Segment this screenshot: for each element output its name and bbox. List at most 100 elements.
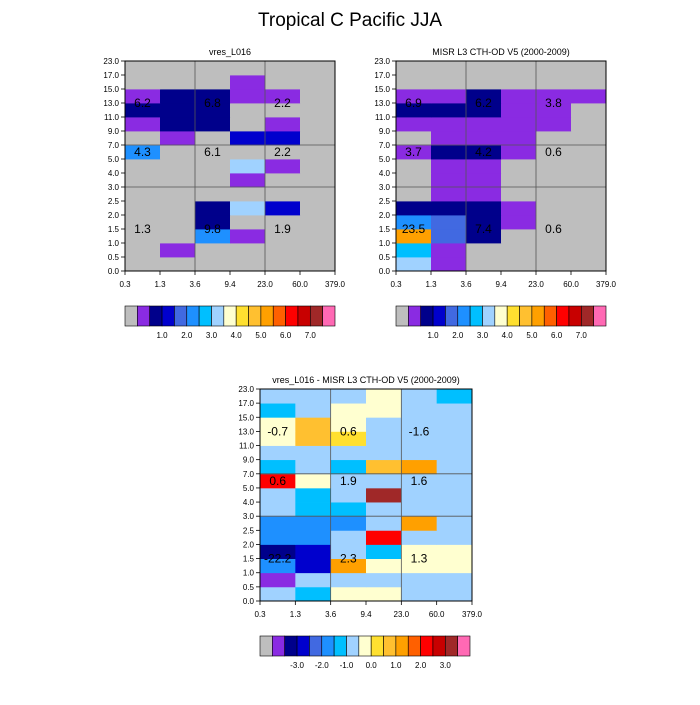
- heatmap-cell: [431, 201, 467, 216]
- heatmap-cell: [160, 243, 196, 258]
- heatmap-cell: [260, 502, 296, 517]
- cell-value-label: -0.7: [267, 424, 288, 438]
- heatmap-cell: [295, 586, 332, 602]
- heatmap-cell: [431, 215, 467, 230]
- figure-title: Tropical C Pacific JJA: [257, 10, 443, 31]
- colorbar-swatch: [259, 635, 273, 657]
- heatmap-cell: [396, 103, 432, 118]
- y-tick-label: 1.0: [108, 239, 120, 248]
- colorbar-swatch: [556, 305, 570, 327]
- x-tick-label: 23.0: [528, 280, 544, 289]
- heatmap-cell: [466, 75, 502, 90]
- heatmap-cell: [401, 431, 438, 446]
- colorbar-swatch: [383, 635, 397, 657]
- heatmap-cell: [501, 173, 537, 188]
- colorbar-swatch: [137, 305, 151, 327]
- heatmap-cell: [466, 173, 502, 188]
- colorbar-swatch: [309, 635, 323, 657]
- heatmap-cell: [195, 117, 231, 132]
- y-tick-label: 0.5: [379, 253, 391, 262]
- y-tick-label: 11.0: [239, 442, 255, 451]
- cell-value-label: 1.9: [340, 474, 357, 488]
- heatmap-cell: [396, 61, 432, 76]
- heatmap-cell: [330, 445, 367, 461]
- cell-value-label: 7.4: [475, 222, 492, 236]
- heatmap-cell: [536, 145, 572, 160]
- heatmap-cell: [265, 201, 301, 216]
- heatmap-cell: [366, 572, 402, 588]
- heatmap-cell: [571, 61, 607, 76]
- x-tick-label: 0.3: [254, 610, 266, 619]
- heatmap-cell: [195, 145, 231, 160]
- x-tick-label: 1.3: [425, 280, 437, 289]
- heatmap-cell: [366, 516, 402, 531]
- heatmap-cell: [260, 417, 296, 432]
- heatmap-cell: [160, 117, 196, 132]
- heatmap-cell: [330, 417, 367, 432]
- heatmap-cell: [536, 215, 572, 230]
- heatmap-cell: [260, 572, 296, 588]
- heatmap-cell: [431, 257, 467, 272]
- heatmap-cell: [436, 544, 473, 559]
- heatmap-cell: [330, 431, 367, 446]
- x-tick-label: 9.4: [360, 610, 372, 619]
- y-tick-label: 11.0: [375, 113, 391, 122]
- colorbar-swatch: [543, 305, 557, 327]
- cell-value-label: 1.3: [411, 552, 428, 566]
- heatmap-cell: [295, 445, 332, 461]
- panel-1: vres_L016 0.0 0.5 1.0 1.5 2.0 2.5 3.0 4.0 5.0 7.0 9…: [103, 47, 345, 340]
- heatmap-cell: [265, 117, 301, 132]
- heatmap-cell: [466, 89, 502, 104]
- heatmap-cell: [431, 229, 467, 244]
- heatmap-cell: [230, 131, 266, 146]
- heatmap-cell: [501, 201, 537, 216]
- heatmap-cell: [536, 103, 572, 118]
- heatmap-cell: [501, 215, 537, 230]
- cell-value-label: 0.6: [340, 424, 357, 438]
- heatmap-cell: [466, 201, 502, 216]
- colorbar-swatch: [297, 305, 311, 327]
- heatmap-cell: [366, 431, 402, 446]
- heatmap-cell: [401, 544, 438, 559]
- heatmap-cell: [466, 243, 502, 258]
- heatmap-cell: [571, 89, 607, 104]
- y-tick-label: 3.0: [108, 183, 120, 192]
- heatmap-cell: [230, 215, 266, 230]
- heatmap-cell: [466, 103, 502, 118]
- colorbar-label: 5.0: [526, 331, 538, 340]
- heatmap-cell: [125, 75, 161, 90]
- heatmap-cell: [366, 544, 402, 559]
- heatmap-cell: [300, 229, 336, 244]
- y-tick-label: 2.0: [108, 211, 120, 220]
- heatmap-cell: [265, 173, 301, 188]
- cell-value-label: 0.6: [269, 474, 286, 488]
- heatmap-cell: [300, 131, 336, 146]
- y-tick-label: 15.0: [238, 413, 254, 422]
- y-tick-label: 5.0: [243, 484, 255, 493]
- heatmap-cell: [265, 215, 301, 230]
- colorbar-swatch: [124, 305, 138, 327]
- cell-value-label: 6.8: [204, 96, 221, 110]
- heatmap-cell: [260, 445, 296, 461]
- colorbar-swatch: [457, 635, 471, 657]
- colorbar-label: 7.0: [576, 331, 588, 340]
- heatmap-cell: [536, 257, 572, 272]
- y-tick-label: 4.0: [243, 498, 255, 507]
- heatmap-cell: [466, 145, 502, 160]
- heatmap-cell: [160, 89, 196, 104]
- colorbar-label: 1.0: [156, 331, 168, 340]
- heatmap-cell: [260, 516, 296, 531]
- heatmap-cell: [436, 572, 473, 588]
- heatmap-cell: [195, 103, 231, 118]
- y-tick-label: 5.0: [108, 155, 120, 164]
- heatmap-cell: [401, 403, 438, 418]
- cell-value-label: 3.8: [545, 96, 562, 110]
- heatmap-cell: [436, 445, 473, 461]
- colorbar-swatch: [321, 635, 335, 657]
- colorbar-swatch: [407, 635, 421, 657]
- heatmap-cell: [431, 159, 467, 174]
- colorbar-label: 2.0: [181, 331, 193, 340]
- cell-value-label: 6.2: [475, 96, 492, 110]
- heatmap-cell: [195, 243, 231, 258]
- heatmap-cell: [366, 558, 402, 574]
